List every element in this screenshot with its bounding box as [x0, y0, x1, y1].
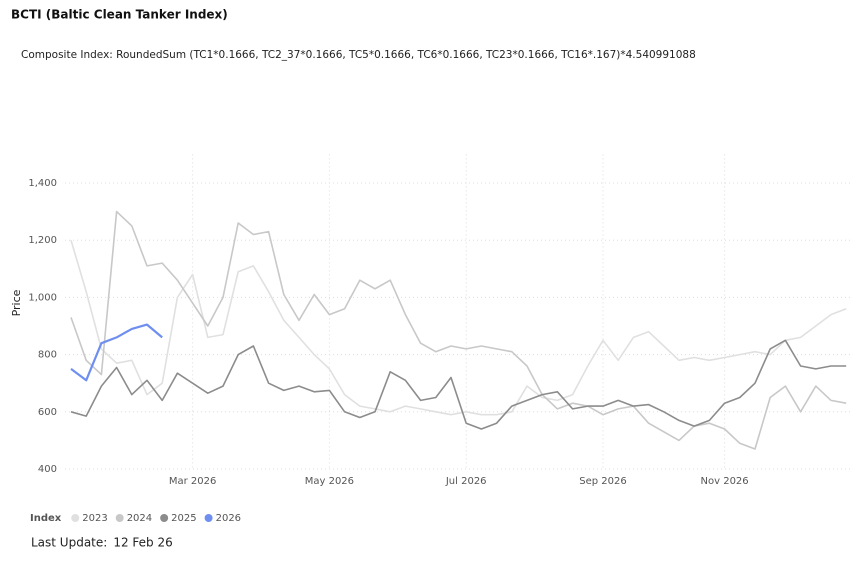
legend-marker: [204, 514, 213, 522]
last-update-value: 12 Feb 26: [113, 536, 172, 550]
x-tick-label: May 2026: [305, 476, 354, 487]
x-tick-label: Nov 2026: [701, 476, 749, 487]
legend-label: 2026: [216, 513, 241, 524]
legend-label: 2023: [82, 513, 107, 524]
y-tick-label: 600: [38, 407, 57, 418]
series-line: [70, 339, 847, 430]
y-tick-label: 1,400: [28, 178, 57, 189]
legend-label: 2024: [127, 513, 152, 524]
x-tick-label: Sep 2026: [579, 476, 626, 487]
legend-marker: [71, 514, 80, 522]
series-line: [70, 239, 847, 416]
y-tick-label: 1,000: [28, 292, 57, 303]
legend-label: 2025: [171, 513, 196, 524]
chart-subtitle: Composite Index: RoundedSum (TC1*0.1666,…: [21, 49, 696, 61]
legend-marker: [115, 514, 124, 522]
x-tick-label: Jul 2026: [445, 476, 487, 487]
chart-title: BCTI (Baltic Clean Tanker Index): [11, 8, 228, 22]
x-tick-label: Mar 2026: [169, 476, 217, 487]
y-tick-label: 1,200: [28, 235, 57, 246]
series-line: [70, 323, 163, 382]
y-tick-label: 800: [38, 350, 57, 361]
legend-marker: [160, 514, 169, 522]
y-axis-label: Price: [10, 289, 23, 316]
series-line: [70, 210, 847, 450]
y-tick-label: 400: [38, 464, 57, 475]
legend-title: Index: [30, 513, 62, 524]
last-update-label: Last Update:: [31, 536, 107, 550]
